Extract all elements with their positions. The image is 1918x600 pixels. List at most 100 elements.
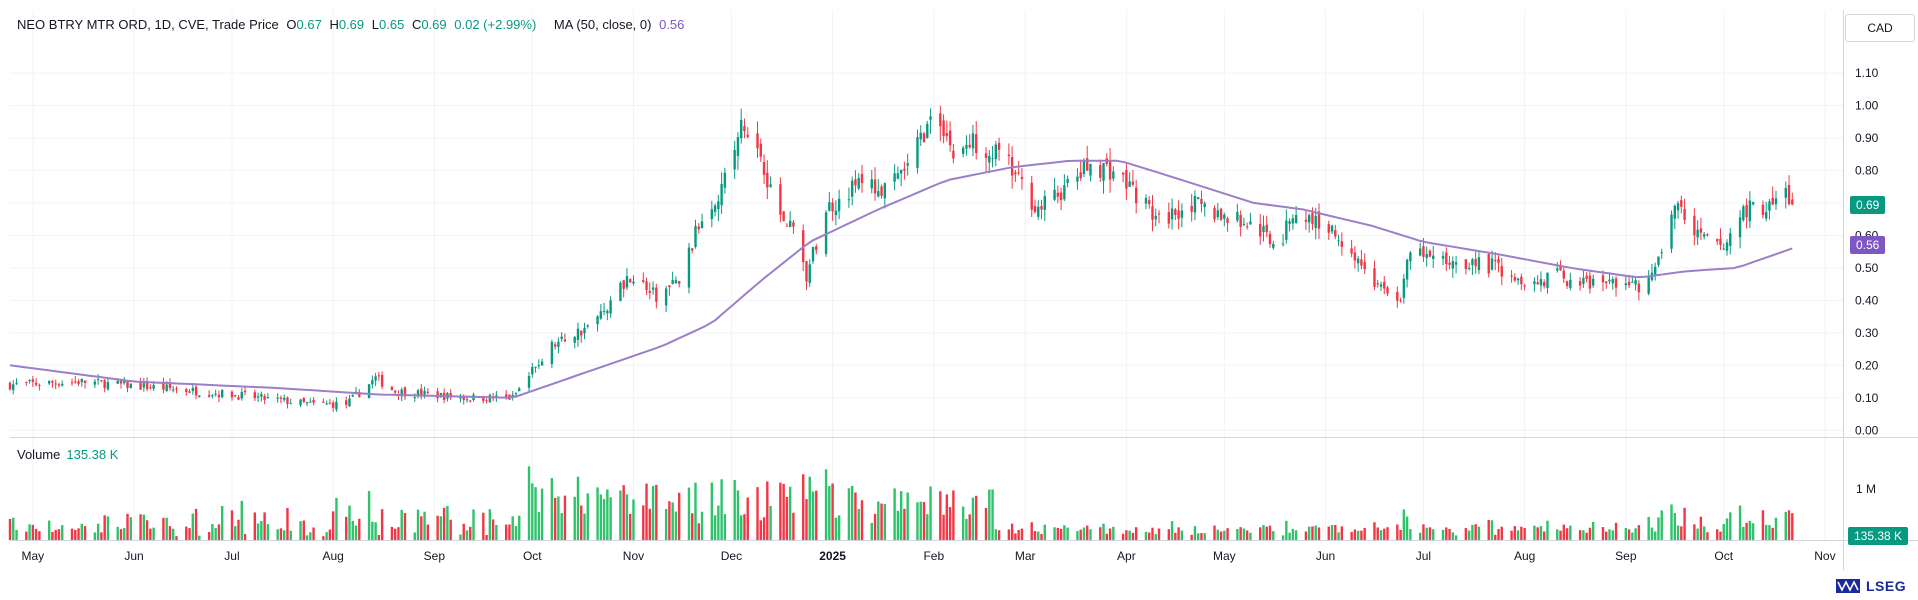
x-tick-label: Nov <box>1814 549 1835 563</box>
volume-bar <box>1477 526 1481 540</box>
candle-body <box>1474 259 1477 267</box>
candle-body <box>1379 284 1383 287</box>
candle-body <box>870 179 873 189</box>
candle-body <box>374 376 377 381</box>
candle-body <box>1523 285 1526 287</box>
volume-bar <box>991 489 994 540</box>
volume-bar <box>1402 509 1406 540</box>
volume-bar <box>961 506 965 540</box>
candle-body <box>831 202 834 212</box>
candle-body <box>1569 279 1572 288</box>
volume-bar <box>1226 528 1229 540</box>
volume-bar <box>302 520 305 540</box>
volume-bar <box>194 508 198 540</box>
volume-bar <box>116 526 119 540</box>
volume-bar <box>1288 532 1291 540</box>
volume-bar <box>1376 527 1379 540</box>
candle-body <box>792 222 795 227</box>
volume-bar <box>537 512 541 540</box>
volume-bar <box>1611 530 1614 540</box>
candle-body <box>550 341 554 364</box>
candle-body <box>873 179 877 194</box>
candle-body <box>785 225 789 227</box>
candle-body <box>922 133 926 143</box>
candle-body <box>710 209 714 220</box>
x-tick-label: Sep <box>1615 549 1637 563</box>
candle-body <box>1317 211 1321 229</box>
volume-bar <box>1223 530 1226 540</box>
candle-body <box>717 201 720 210</box>
volume-bar <box>1330 525 1334 540</box>
volume-bar <box>1340 526 1344 540</box>
volume-axis-tick: 1 M <box>1856 482 1876 496</box>
volume-bar <box>514 526 518 540</box>
volume-bar <box>100 532 103 540</box>
volume-bar <box>351 520 354 540</box>
volume-bar <box>1562 524 1565 540</box>
candle-body <box>465 399 469 401</box>
candle-body <box>1500 266 1503 277</box>
volume-bar <box>266 524 270 540</box>
candle-body <box>103 380 106 389</box>
currency-selector[interactable]: CAD <box>1845 14 1915 42</box>
volume-bar <box>1148 532 1151 540</box>
candle-body <box>668 285 671 288</box>
candle-body <box>286 397 289 405</box>
candle-body <box>15 382 18 384</box>
candle-body <box>1673 205 1676 219</box>
candle-body <box>482 396 485 401</box>
volume-bar <box>1262 525 1265 540</box>
volume-bar <box>733 480 736 540</box>
candle-body <box>811 247 815 262</box>
volume-bar <box>1304 531 1308 540</box>
candle-body <box>1259 223 1262 237</box>
volume-bar <box>710 482 714 540</box>
volume-bar <box>1497 529 1500 540</box>
candle-body <box>439 393 443 397</box>
volume-bar <box>198 535 201 540</box>
volume-bar <box>1167 529 1171 540</box>
volume-bar <box>1053 527 1056 540</box>
candle-body <box>1471 259 1474 265</box>
candle-body <box>1056 192 1060 197</box>
volume-bar <box>1033 531 1037 540</box>
volume-bar <box>694 482 697 540</box>
volume-tag: 135.38 K <box>1848 527 1909 545</box>
candle-body <box>697 226 700 230</box>
candle-body <box>1432 255 1435 259</box>
volume-bar <box>377 534 381 540</box>
volume-bar <box>1494 534 1497 540</box>
candle-body <box>948 130 952 146</box>
volume-bar <box>1259 527 1262 540</box>
candle-body <box>1448 262 1451 265</box>
candle-body <box>847 199 851 201</box>
candle-body <box>47 380 51 384</box>
candle-body <box>1751 202 1755 205</box>
volume-bar <box>883 504 887 540</box>
volume-bar <box>1601 527 1605 540</box>
volume-bar <box>975 495 978 540</box>
candle-body <box>1680 200 1683 207</box>
volume-bar <box>1523 527 1526 540</box>
candle-body <box>462 396 465 400</box>
candle-body <box>416 390 420 396</box>
volume-bar <box>677 492 681 540</box>
candle-body <box>919 132 922 140</box>
candle-body <box>119 378 123 384</box>
volume-bar <box>469 526 472 540</box>
volume-bar <box>599 494 603 540</box>
candle-body <box>1086 158 1089 171</box>
candle-body <box>952 150 955 159</box>
volume-bar <box>1360 530 1363 540</box>
volume-bar <box>188 528 191 540</box>
volume-bar <box>380 509 384 540</box>
x-tick-label: Jun <box>1316 549 1335 563</box>
candle-body <box>534 366 537 368</box>
candle-body <box>279 397 283 399</box>
volume-bar <box>1020 528 1024 540</box>
candle-body <box>283 397 286 400</box>
volume-bar <box>1787 510 1791 540</box>
candle-body <box>883 183 887 199</box>
candle-body <box>1197 197 1200 199</box>
